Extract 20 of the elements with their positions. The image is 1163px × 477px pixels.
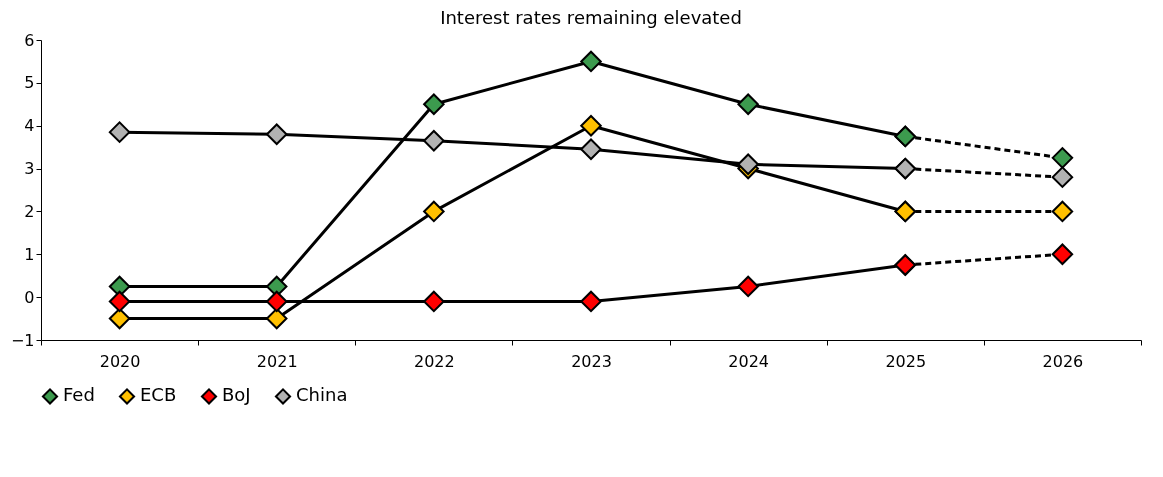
legend-label: BoJ bbox=[222, 384, 251, 406]
y-tick-label: 6 bbox=[24, 30, 35, 50]
y-tick-label: 1 bbox=[24, 244, 35, 264]
y-tick-label: 4 bbox=[24, 116, 35, 136]
legend-label: Fed bbox=[63, 384, 95, 406]
y-tick-label: 5 bbox=[24, 73, 35, 93]
y-tick-label: 0 bbox=[24, 287, 35, 307]
y-tick-label: 2 bbox=[24, 201, 35, 221]
x-tick-label: 2024 bbox=[728, 351, 769, 371]
x-tick-label: 2021 bbox=[256, 351, 298, 371]
x-tick-label: 2023 bbox=[571, 351, 612, 371]
x-tick-label: 2022 bbox=[414, 351, 455, 371]
y-tick-label: 3 bbox=[24, 159, 35, 179]
x-tick-label: 2026 bbox=[1042, 351, 1084, 371]
chart-title: Interest rates remaining elevated bbox=[440, 7, 742, 28]
y-tick-label: −1 bbox=[10, 330, 35, 350]
legend-label: China bbox=[296, 384, 348, 406]
x-tick-label: 2025 bbox=[885, 351, 927, 371]
x-tick-label: 2020 bbox=[99, 351, 141, 371]
legend-label: ECB bbox=[140, 384, 177, 406]
